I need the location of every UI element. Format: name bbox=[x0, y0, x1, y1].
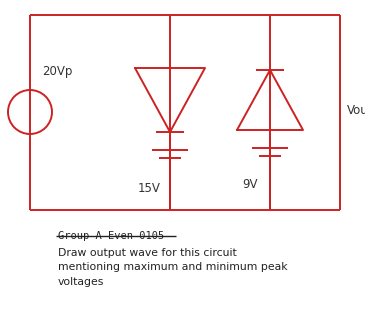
Text: Group A Even 0105: Group A Even 0105 bbox=[58, 231, 164, 241]
Text: Draw output wave for this circuit
mentioning maximum and minimum peak
voltages: Draw output wave for this circuit mentio… bbox=[58, 248, 288, 287]
Text: 15V: 15V bbox=[138, 181, 161, 195]
Text: 9V: 9V bbox=[242, 179, 257, 191]
Text: Vout: Vout bbox=[347, 103, 365, 116]
Text: 20Vp: 20Vp bbox=[42, 66, 72, 78]
